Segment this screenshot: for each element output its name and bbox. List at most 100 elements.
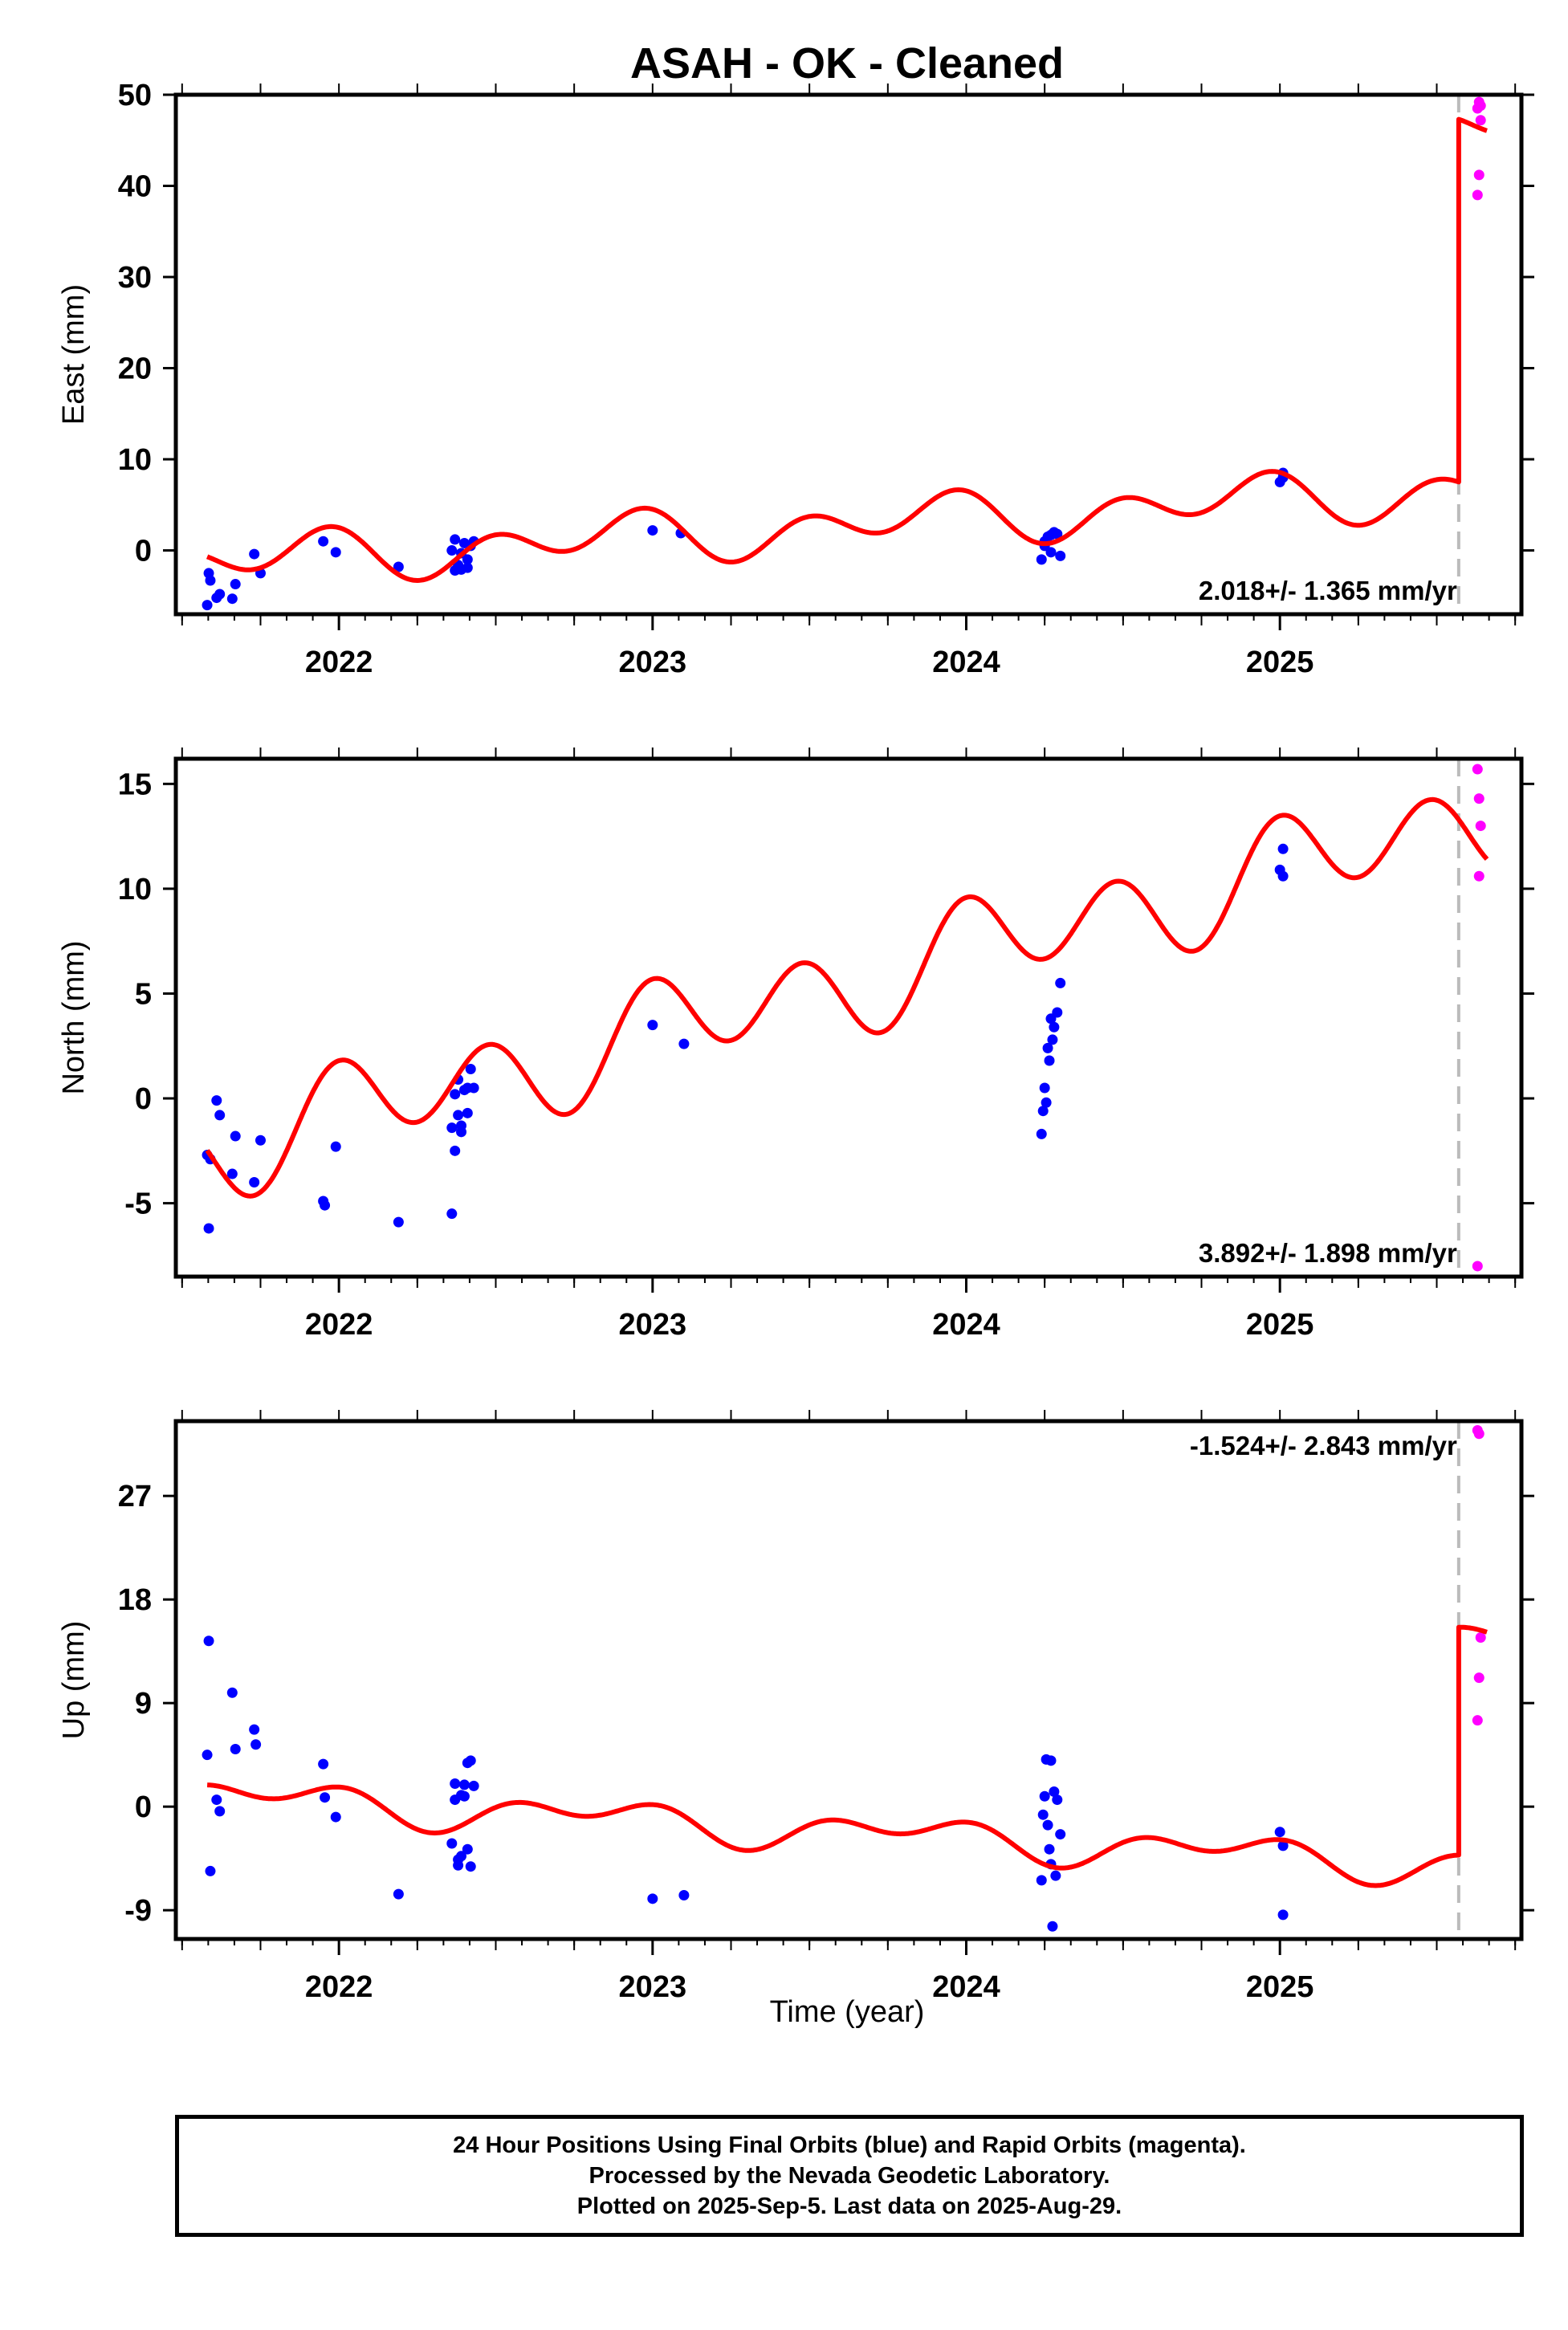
final-orbit-point (230, 579, 241, 590)
y-tick-label: 20 (118, 352, 152, 386)
final-orbit-point (214, 589, 226, 600)
x-tick-label: 2024 (932, 646, 1000, 679)
final-orbit-point (450, 1089, 461, 1100)
y-tick-label: 10 (118, 873, 152, 906)
panel-up: 2022 2023 2024 2025 -9 0 9 18 27 Up (mm) -1.524+/-… (57, 1410, 1534, 2004)
final-orbit-point (1274, 1827, 1285, 1838)
x-tick-label: 2022 (305, 1970, 373, 2004)
plot-frame (173, 1419, 1524, 1941)
x-tick-label: 2025 (1246, 1308, 1314, 1342)
rapid-orbit-point (1473, 793, 1485, 805)
final-orbit-point (1049, 1021, 1060, 1033)
x-axis-label: Time (year) (770, 1995, 925, 2029)
final-orbit-point (1277, 1840, 1289, 1851)
final-orbit-point (446, 1208, 458, 1220)
x-tick-label: 2023 (619, 646, 687, 679)
plot-frame (173, 92, 1524, 617)
final-orbit-point (1045, 547, 1057, 558)
final-orbit-point (205, 1865, 216, 1876)
rapid-orbit-point (1473, 870, 1485, 882)
final-orbit-point (446, 1122, 458, 1134)
final-orbit-point (1037, 1809, 1049, 1820)
final-orbit-point (1039, 1082, 1050, 1094)
y-tick-label: 0 (135, 1082, 152, 1116)
final-orbit-point (456, 564, 467, 575)
final-orbit-point (446, 545, 458, 556)
x-tick-label: 2025 (1246, 646, 1314, 679)
final-orbit-point (1045, 529, 1057, 540)
final-orbit-point (211, 1095, 222, 1106)
final-orbit-point (205, 575, 216, 586)
final-orbit-point (1047, 1921, 1058, 1932)
panel-east: 2022 2023 2024 2025 0 10 20 30 40 50 East (mm) 2.01… (57, 79, 1534, 679)
final-orbit-point (1052, 1007, 1063, 1018)
final-orbit-point (1037, 1106, 1049, 1117)
footer-line-orbits: 24 Hour Positions Using Final Orbits (bl… (453, 2132, 1246, 2158)
final-orbit-point (318, 536, 329, 547)
final-orbit-point (203, 1635, 214, 1647)
y-axis-label-north: North (mm) (57, 940, 91, 1094)
final-orbit-point (458, 1779, 470, 1790)
final-orbit-point (1047, 1034, 1058, 1045)
y-tick-label: 15 (118, 768, 152, 801)
final-orbit-point (250, 1739, 262, 1750)
model-fit-curve (206, 1624, 1489, 1888)
final-orbit-point (320, 1200, 331, 1211)
final-orbit-point (249, 1724, 260, 1735)
final-orbit-point (468, 1780, 479, 1791)
final-orbit-point (1036, 1128, 1047, 1139)
final-orbit-point (456, 1120, 467, 1131)
model-fit-curve (206, 116, 1489, 583)
final-orbit-point (249, 1176, 260, 1187)
x-tick-label: 2022 (305, 646, 373, 679)
final-orbit-point (462, 554, 473, 565)
final-orbit-point (462, 1107, 473, 1118)
final-orbit-point (393, 1888, 404, 1900)
final-orbit-point (1039, 1790, 1050, 1802)
final-orbit-point (450, 1145, 461, 1156)
velocity-rate-label: 2.018+/- 1.365 mm/yr (1199, 576, 1457, 605)
final-orbit-point (446, 1838, 458, 1849)
final-orbit-point (1042, 1042, 1053, 1053)
final-orbit-point (678, 1890, 690, 1901)
final-orbit-point (1055, 977, 1066, 988)
final-orbit-point (462, 1843, 473, 1855)
final-orbit-point (330, 1811, 341, 1823)
final-orbit-point (1277, 843, 1289, 854)
footer-line-processor: Processed by the Nevada Geodetic Laborat… (589, 2163, 1110, 2189)
final-orbit-point (1050, 1870, 1061, 1881)
final-orbit-point (1055, 550, 1066, 561)
y-axis-label-up: Up (mm) (57, 1621, 91, 1740)
final-orbit-point (647, 525, 658, 536)
velocity-rate-label: -1.524+/- 2.843 mm/yr (1190, 1431, 1457, 1460)
final-orbit-point (203, 1223, 214, 1234)
final-orbit-point (330, 547, 341, 558)
final-orbit-point (647, 1020, 658, 1031)
y-tick-label: 0 (135, 1790, 152, 1824)
y-tick-label: 9 (135, 1687, 152, 1721)
final-orbit-point (318, 1758, 329, 1770)
plot-frame (173, 756, 1524, 1279)
rapid-orbit-point (1475, 821, 1486, 832)
rapid-orbit-point (1473, 1428, 1485, 1440)
final-orbit-point (647, 1893, 658, 1904)
y-tick-label: 18 (118, 1583, 152, 1617)
final-orbit-point (678, 1038, 690, 1049)
x-tick-label: 2024 (932, 1308, 1000, 1342)
final-orbit-point (450, 1778, 461, 1789)
final-orbit-point (226, 593, 238, 605)
y-tick-label: 0 (135, 535, 152, 568)
final-orbit-point (1036, 1875, 1047, 1886)
final-orbit-point (462, 1082, 473, 1094)
y-tick-label: -5 (124, 1187, 152, 1221)
model-fit-curve (205, 796, 1489, 1199)
final-orbit-point (1044, 1055, 1055, 1066)
rapid-orbit-point (1475, 115, 1486, 126)
final-orbit-point (393, 1216, 404, 1228)
rapid-orbit-point (1475, 1631, 1486, 1643)
rapid-orbit-point (1473, 169, 1485, 181)
y-tick-label: 5 (135, 977, 152, 1011)
x-tick-label: 2022 (305, 1308, 373, 1342)
x-tick-label: 2023 (619, 1308, 687, 1342)
